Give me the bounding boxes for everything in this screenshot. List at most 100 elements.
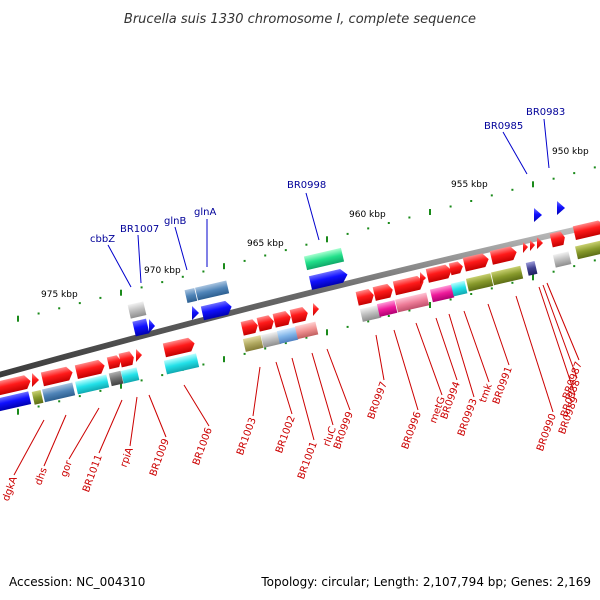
accession-text: Accession: NC_004310	[9, 575, 145, 589]
leader-glnB	[174, 226, 188, 271]
leader-metG	[415, 322, 443, 396]
label-BR1006[interactable]: BR1006	[191, 426, 215, 467]
gene-BR1003-fwd[interactable]	[240, 318, 260, 336]
label-glnA[interactable]: glnA	[194, 207, 216, 218]
gene-BR1009-fwd[interactable]	[136, 349, 142, 362]
scale-tick	[264, 254, 267, 257]
label-BR0998[interactable]: BR0998	[287, 180, 326, 191]
inner-tick	[17, 408, 19, 415]
tick-label-965: 965 kbp	[247, 239, 284, 249]
gene-BR0999-fwd[interactable]	[313, 303, 319, 316]
scale-tick	[99, 296, 102, 299]
gene-BR1002-fwd[interactable]	[256, 314, 276, 332]
scale-tick	[449, 205, 452, 208]
gene-glnB-rev[interactable]	[192, 306, 199, 320]
label-BR1007[interactable]: BR1007	[120, 224, 159, 235]
label-BR0983[interactable]: BR0983	[526, 107, 565, 118]
tick-label-975: 975 kbp	[41, 290, 78, 300]
gene-BR0997-fwd[interactable]	[355, 288, 376, 306]
gene-rluC-fwd[interactable]	[289, 306, 310, 324]
label-BR1001[interactable]: BR1001	[296, 440, 320, 481]
inner-tick	[78, 395, 81, 398]
label-BR0990[interactable]: BR0990	[535, 412, 559, 453]
gene-rpiA[interactable]	[118, 351, 136, 368]
label-glnB[interactable]: glnB	[164, 216, 186, 227]
label-BR1002[interactable]: BR1002	[274, 414, 298, 455]
gene-BR0987-fwd[interactable]	[537, 237, 543, 249]
gene-BR0983[interactable]	[557, 201, 565, 215]
gene-BR0988-fwd[interactable]	[530, 240, 535, 251]
inner-tick	[429, 302, 431, 308]
scale-tick	[284, 249, 287, 252]
leader-BR0994	[435, 317, 458, 381]
gene-metG-fwd[interactable]	[392, 275, 425, 296]
leader-BR0983	[543, 118, 550, 169]
inner-tick	[532, 274, 534, 281]
label-gor[interactable]: gor	[59, 458, 75, 478]
gene-BR1006[interactable]	[162, 337, 196, 358]
gene-BR0991-fwd[interactable]	[462, 252, 491, 272]
box-BR0997	[359, 304, 382, 322]
scale-tick	[552, 177, 555, 180]
label-BR1003[interactable]: BR1003	[235, 416, 259, 457]
label-BR0997[interactable]: BR0997	[366, 380, 390, 421]
label-dgkA[interactable]: dgkA	[1, 475, 20, 503]
label-BR0996[interactable]: BR0996	[400, 410, 424, 451]
box-rluC	[294, 321, 319, 340]
scale-tick	[573, 172, 576, 175]
scale-tick	[593, 166, 596, 169]
gene-BR0998[interactable]	[303, 247, 345, 271]
gene-BR0986-fwd[interactable]	[549, 231, 567, 248]
label-BR0993[interactable]: BR0993	[456, 397, 480, 438]
leader-BR1003	[252, 366, 261, 417]
scale-tick	[58, 307, 61, 310]
gene-BR0998-rev[interactable]	[308, 268, 349, 290]
leader-BR1011	[98, 399, 123, 454]
gene-glnA-rev[interactable]	[200, 300, 233, 321]
gene-BR1011[interactable]	[74, 359, 106, 379]
inner-tick	[99, 389, 102, 392]
label-BR1009[interactable]: BR1009	[148, 437, 172, 478]
gene-gor[interactable]	[40, 366, 74, 387]
gene-BR0994-fwd[interactable]	[420, 272, 426, 284]
leader-dgkA	[13, 419, 45, 476]
gene-cbbZ[interactable]	[127, 301, 147, 319]
gene-BR0993-fwd[interactable]	[425, 263, 454, 283]
inner-tick	[305, 336, 308, 339]
box-BR0991	[491, 265, 524, 286]
label-BR0987[interactable]: BR0987	[561, 360, 585, 401]
scale-tick	[120, 289, 122, 296]
gene-BR0990-fwd[interactable]	[489, 245, 518, 265]
label-BR1011[interactable]: BR1011	[81, 453, 105, 494]
label-rpiA[interactable]: rpiA	[119, 446, 136, 469]
gene-BR1007-rev[interactable]	[149, 319, 155, 333]
gene-glnA[interactable]	[195, 280, 230, 301]
gene-dgkA[interactable]	[0, 374, 32, 396]
label-BR0985[interactable]: BR0985	[484, 121, 523, 132]
box-BR1001	[276, 326, 299, 344]
gene-cbbZ-rev[interactable]	[132, 318, 150, 337]
gene-tmk-fwd[interactable]	[448, 261, 464, 276]
gene-rpiA-fwd[interactable]	[106, 355, 122, 370]
leader-BR0999	[326, 348, 351, 411]
gene-glnB[interactable]	[184, 288, 198, 303]
gene-BR0985[interactable]	[534, 208, 542, 222]
box-BR0994	[429, 284, 455, 303]
inner-tick	[58, 400, 61, 403]
leader-BR1009	[148, 394, 167, 438]
label-BR0991[interactable]: BR0991	[491, 365, 515, 406]
inner-tick	[490, 287, 493, 290]
upper-track-genes	[127, 201, 565, 337]
label-dhs[interactable]: dhs	[33, 466, 49, 487]
gene-BR0989-fwd[interactable]	[523, 242, 528, 253]
gene-dhs[interactable]	[32, 373, 39, 387]
leader-BR0985	[502, 131, 528, 175]
gene-BR1001-fwd[interactable]	[272, 310, 293, 328]
gene-BR0984-fwd[interactable]	[572, 219, 600, 240]
tick-label-950: 950 kbp	[552, 147, 589, 157]
leader-BR0987	[546, 282, 580, 361]
gene-BR0996-fwd[interactable]	[372, 283, 395, 301]
box-rpiA	[120, 367, 140, 384]
label-cbbZ[interactable]: cbbZ	[90, 234, 115, 245]
